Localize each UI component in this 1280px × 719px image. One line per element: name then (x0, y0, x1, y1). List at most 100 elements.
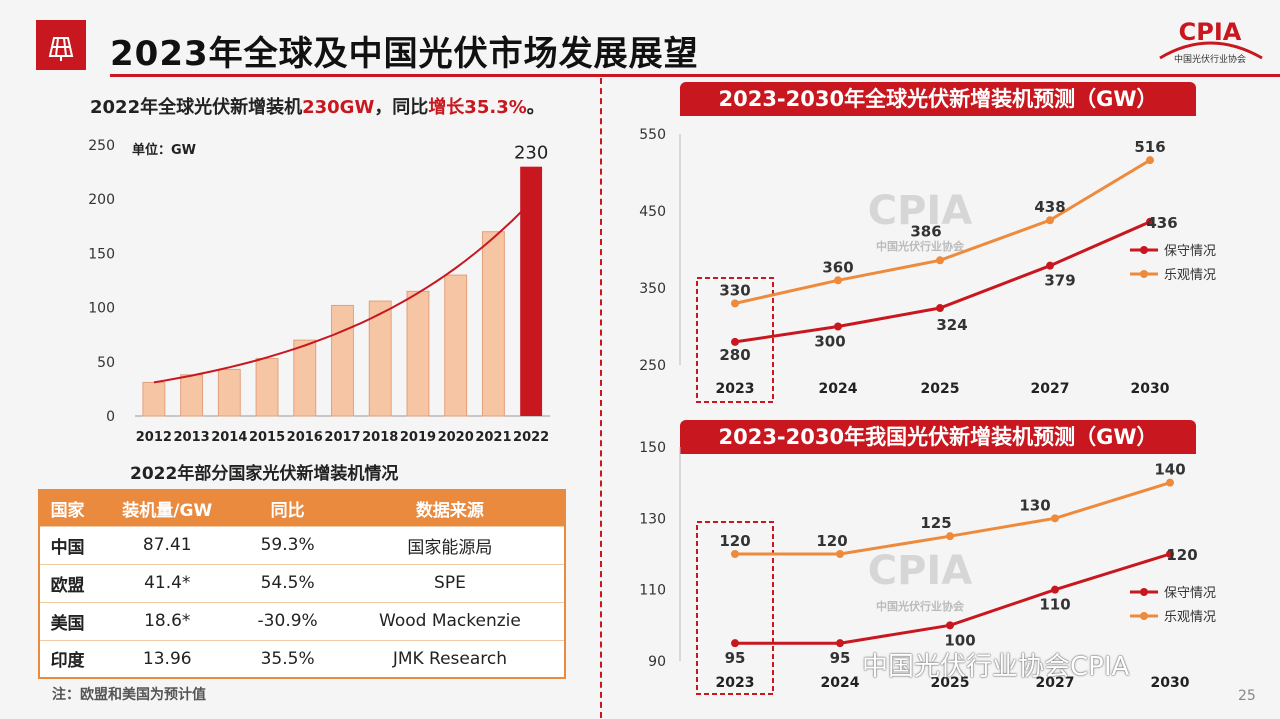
series-line (735, 481, 1171, 556)
data-label: 438 (1034, 198, 1065, 216)
x-tick-label: 2025 (921, 381, 960, 397)
watermark-text: 中国光伏行业协会CPIA (862, 652, 1130, 682)
bar (142, 381, 166, 417)
y-tick-label: 110 (639, 583, 666, 599)
x-tick-label: 2013 (173, 430, 209, 445)
y-tick-label: 550 (639, 127, 666, 143)
header-cell: 装机量/GW (95, 490, 240, 526)
china-forecast-chart: 90 110 130 150 CPIA 中国光伏行业协会 2023 2024 2025 2027 2… (639, 440, 1216, 695)
data-label: 516 (1134, 138, 1165, 156)
data-point (1146, 217, 1154, 226)
table-cell: 87.41 (95, 525, 240, 564)
table-cell: 54.5% (239, 563, 336, 602)
legend-marker (1140, 612, 1148, 620)
data-point (834, 276, 842, 285)
table-cell: 18.6* (95, 601, 240, 640)
header-cell: 同比 (239, 490, 336, 526)
y-tick-label: 90 (648, 654, 666, 670)
data-label: 436 (1146, 214, 1177, 232)
x-tick-label: 2023 (716, 381, 755, 397)
x-tick-label: 2014 (211, 430, 247, 445)
x-tick-label: 2030 (1131, 381, 1170, 397)
data-label: 360 (822, 258, 853, 276)
data-point (834, 322, 842, 331)
data-label: 125 (920, 514, 951, 532)
table-row: 印度 13.96 35.5% JMK Research (39, 639, 565, 678)
y-tick-label: 200 (88, 192, 115, 208)
data-point (731, 639, 739, 648)
table-cell: 59.3% (239, 525, 336, 564)
table-cell: 35.5% (239, 639, 336, 678)
bar (217, 368, 241, 417)
data-point (946, 621, 954, 630)
data-point (1166, 550, 1174, 558)
watermark-logo-subtext: 中国光伏行业协会 (876, 599, 965, 613)
x-tick-label: 2016 (287, 430, 323, 445)
table-header-row: 国家 装机量/GW 同比 数据来源 (39, 490, 565, 526)
solar-panel-icon (36, 20, 86, 70)
table-cell: JMK Research (335, 639, 565, 678)
watermark-logo: CPIA (868, 548, 973, 594)
data-label: 379 (1044, 272, 1075, 290)
data-label: 300 (814, 333, 845, 351)
legend-label: 乐观情况 (1164, 268, 1216, 283)
x-tick-label: 2027 (1036, 675, 1075, 691)
headline-part-e: 。 (526, 97, 545, 118)
unit-label: 单位：GW (132, 143, 197, 158)
legend-label: 乐观情况 (1164, 610, 1216, 625)
table-row: 中国 87.41 59.3% 国家能源局 (39, 525, 565, 564)
logo-subtext: 中国光伏行业协会 (1174, 53, 1246, 65)
data-label: 330 (719, 281, 750, 299)
data-label: 120 (816, 532, 847, 550)
section-divider (600, 78, 602, 718)
table-cell: 美国 (39, 601, 96, 640)
y-tick-label: 50 (97, 355, 115, 371)
y-tick-label: 250 (88, 138, 115, 154)
trendline (153, 200, 532, 384)
table-cell: SPE (335, 563, 565, 602)
data-point (1166, 478, 1174, 487)
legend-marker (1140, 270, 1148, 278)
headline-part-d: 增长35.3% (428, 97, 527, 118)
data-label: 280 (719, 346, 750, 364)
x-tick-label: 2019 (400, 430, 436, 445)
table-cell: 欧盟 (39, 563, 96, 602)
headline-part-a: 2022年全球光伏新增装机 (90, 97, 303, 118)
bar (406, 290, 430, 417)
data-point (731, 299, 739, 308)
data-label: 140 (1154, 461, 1185, 479)
x-tick-label: 2023 (716, 675, 755, 691)
header-cell: 国家 (39, 490, 96, 526)
bar (255, 358, 279, 417)
data-point (731, 550, 739, 558)
table-cell: Wood Mackenzie (335, 601, 565, 640)
data-point (936, 304, 944, 313)
x-tick-label: 2020 (438, 430, 474, 445)
y-tick-label: 250 (639, 358, 666, 374)
x-tick-label: 2021 (475, 430, 511, 445)
data-point (1051, 514, 1059, 523)
x-tick-label: 2022 (513, 430, 549, 445)
table-cell: 41.4* (95, 563, 240, 602)
legend-marker (1140, 588, 1148, 596)
x-tick-label: 2024 (819, 381, 858, 397)
table-cell: -30.9% (239, 601, 336, 640)
bar (520, 166, 543, 416)
headline-part-c: ，同比 (374, 97, 429, 118)
data-label: 230 (514, 143, 548, 164)
legend-label: 保守情况 (1164, 586, 1216, 601)
y-tick-label: 350 (639, 281, 666, 297)
data-point (1046, 216, 1054, 225)
data-label: 100 (944, 631, 975, 649)
x-tick-label: 2015 (249, 430, 285, 445)
watermark-logo-subtext: 中国光伏行业协会 (876, 239, 965, 253)
bar (331, 304, 354, 417)
page-number: 25 (1238, 688, 1256, 704)
bar (368, 300, 392, 417)
y-tick-label: 130 (639, 511, 666, 527)
table-row: 欧盟 41.4* 54.5% SPE (39, 563, 565, 602)
data-label: 110 (1039, 596, 1070, 614)
y-tick-label: 150 (639, 440, 666, 456)
